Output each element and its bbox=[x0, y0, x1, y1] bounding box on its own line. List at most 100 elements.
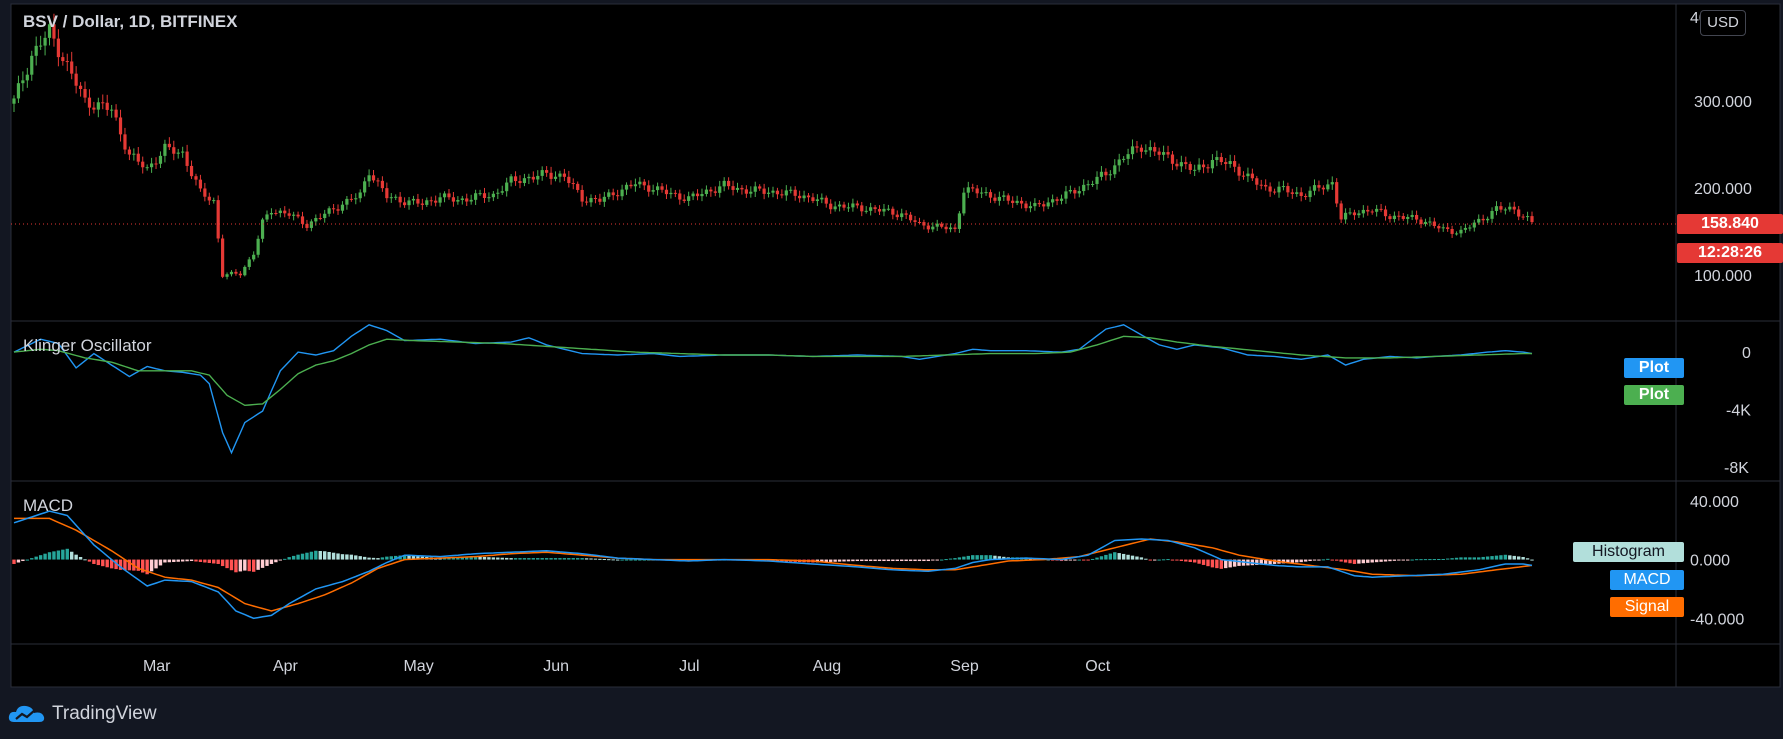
histogram-bar bbox=[1161, 559, 1166, 561]
candle-body bbox=[92, 107, 96, 110]
candle-body bbox=[1037, 203, 1041, 205]
histogram-bar bbox=[47, 552, 52, 560]
histogram-bar bbox=[251, 559, 256, 572]
candle-body bbox=[354, 198, 358, 200]
candle-body bbox=[953, 227, 957, 229]
candle-body bbox=[1028, 206, 1033, 209]
histogram-bar bbox=[1295, 559, 1299, 563]
histogram-bar bbox=[837, 559, 842, 562]
candle-body bbox=[762, 188, 766, 194]
candle-body bbox=[247, 259, 251, 267]
candle-body bbox=[740, 187, 744, 190]
histogram-bar bbox=[407, 555, 411, 560]
histogram-bar bbox=[536, 558, 540, 560]
histogram-bar bbox=[1086, 559, 1090, 561]
histogram-bar bbox=[1326, 558, 1330, 560]
histogram-bar bbox=[642, 559, 646, 561]
histogram-bar bbox=[1210, 559, 1215, 568]
candle-body bbox=[185, 151, 189, 166]
histogram-bar bbox=[269, 559, 274, 564]
histogram-bar bbox=[469, 556, 473, 560]
candle-body bbox=[256, 238, 260, 255]
histogram-bar bbox=[243, 559, 247, 571]
candle-body bbox=[917, 221, 922, 223]
candle-body bbox=[149, 163, 154, 168]
candle-body bbox=[851, 203, 855, 208]
histogram-bar bbox=[1237, 559, 1241, 566]
histogram-bar bbox=[323, 551, 327, 560]
histogram-bar bbox=[993, 555, 997, 560]
signal-tag: Signal bbox=[1610, 597, 1684, 617]
candle-body bbox=[114, 109, 118, 118]
histogram-bar bbox=[620, 559, 624, 561]
candle-body bbox=[1326, 184, 1330, 190]
histogram-bar bbox=[105, 559, 109, 568]
candle-body bbox=[1210, 160, 1215, 169]
histogram-bar bbox=[580, 558, 584, 560]
candle-body bbox=[664, 189, 669, 195]
candle-body bbox=[704, 189, 709, 195]
histogram-bar bbox=[1383, 559, 1388, 562]
histogram-bar bbox=[1268, 559, 1272, 565]
candle-body bbox=[1450, 228, 1454, 234]
histogram-tag: Histogram bbox=[1573, 542, 1684, 562]
candle-body bbox=[1432, 221, 1436, 227]
histogram-bar bbox=[1468, 557, 1472, 560]
histogram-bar bbox=[833, 559, 837, 562]
candle-body bbox=[394, 196, 398, 198]
candle-body bbox=[1321, 187, 1325, 190]
candle-body bbox=[904, 213, 908, 215]
tradingview-logo[interactable]: TradingView bbox=[8, 700, 157, 728]
histogram-bar bbox=[851, 559, 855, 562]
histogram-bar bbox=[1139, 557, 1144, 560]
histogram-bar bbox=[1521, 556, 1525, 560]
candle-body bbox=[442, 193, 447, 198]
histogram-bar bbox=[1317, 559, 1321, 561]
time-tick-label: Jul bbox=[679, 658, 699, 675]
candle-body bbox=[331, 208, 336, 210]
candle-body bbox=[695, 193, 700, 197]
signal-line bbox=[14, 517, 1533, 612]
histogram-bar bbox=[185, 559, 189, 562]
candle-body bbox=[327, 208, 331, 214]
candle-body bbox=[482, 193, 487, 198]
histogram-bar bbox=[1192, 559, 1197, 563]
histogram-bar bbox=[109, 559, 114, 569]
candle-body bbox=[385, 188, 389, 199]
candle-body bbox=[900, 213, 904, 218]
histogram-bar bbox=[549, 558, 553, 560]
histogram-bar bbox=[1414, 559, 1419, 561]
kvo-tick-label: 0 bbox=[1742, 345, 1751, 362]
histogram-bar bbox=[615, 559, 620, 561]
candle-body bbox=[993, 197, 997, 201]
price-tick-label: 300.000 bbox=[1694, 94, 1752, 111]
candle-body bbox=[221, 238, 225, 277]
histogram-bar bbox=[216, 559, 220, 564]
histogram-bar bbox=[287, 557, 291, 560]
candle-body bbox=[940, 223, 944, 227]
currency-button[interactable]: USD bbox=[1700, 10, 1746, 36]
histogram-bar bbox=[576, 558, 580, 560]
candle-body bbox=[1090, 183, 1095, 185]
histogram-bar bbox=[855, 559, 860, 562]
candle-body bbox=[283, 210, 287, 214]
candle-body bbox=[687, 196, 691, 201]
candle-body bbox=[536, 175, 540, 180]
candle-body bbox=[1228, 161, 1232, 164]
histogram-bar bbox=[314, 550, 318, 560]
histogram-bar bbox=[1494, 555, 1499, 560]
candle-body bbox=[984, 192, 988, 194]
histogram-bar bbox=[172, 559, 176, 563]
candle-body bbox=[1317, 185, 1321, 188]
histogram-bar bbox=[1441, 558, 1445, 560]
candle-body bbox=[735, 187, 740, 190]
candle-body bbox=[1002, 195, 1006, 197]
candle-body bbox=[1508, 206, 1512, 210]
histogram-bar bbox=[513, 558, 518, 560]
candle-body bbox=[1437, 226, 1441, 229]
candle-body bbox=[1486, 218, 1490, 221]
histogram-bar bbox=[198, 559, 203, 563]
histogram-bar bbox=[558, 558, 562, 560]
candle-body bbox=[118, 117, 123, 135]
